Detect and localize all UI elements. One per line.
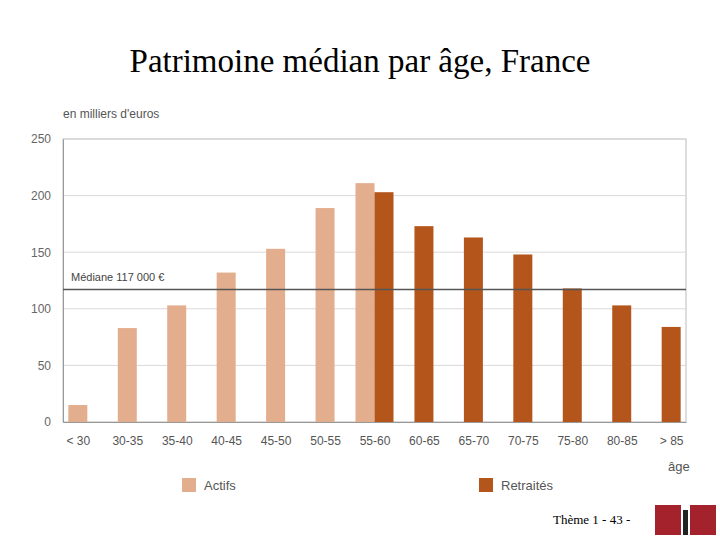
x-tick: 70-75 (508, 434, 539, 448)
x-axis-line (64, 422, 687, 423)
y-axis-line (63, 140, 64, 423)
legend-label: Retraités (501, 478, 554, 493)
y-axis-title: en milliers d'euros (63, 107, 159, 121)
median-line (63, 289, 686, 291)
logo-block (655, 505, 681, 535)
bar (464, 237, 483, 422)
x-tick-label: 60-65 (409, 434, 440, 448)
x-tick: 30-35 (112, 434, 143, 448)
marks (63, 183, 686, 422)
x-tick: 35-40 (162, 434, 193, 448)
y-tick-label: 150 (31, 246, 51, 260)
bar (662, 327, 681, 422)
bar (612, 305, 631, 422)
x-tick: 80-85 (607, 434, 638, 448)
x-tick-label: 50-55 (310, 434, 341, 448)
x-tick-label: < 30 (66, 434, 90, 448)
median-label: Médiane 117 000 € (71, 271, 164, 283)
x-tick-label: 45-50 (261, 434, 292, 448)
legend-swatch (479, 478, 493, 492)
x-tick-label: > 85 (660, 434, 684, 448)
legend-swatch (182, 478, 196, 492)
bar (513, 254, 532, 422)
logo-bar (683, 510, 688, 535)
x-tick-label: 75-80 (557, 434, 588, 448)
plot-frame (63, 139, 686, 422)
y-tick: 0 (44, 415, 51, 429)
x-tick: 45-50 (261, 434, 292, 448)
x-tick-label: 70-75 (508, 434, 539, 448)
grid (63, 139, 686, 422)
bar (316, 208, 335, 422)
x-tick: 55-60 (360, 434, 391, 448)
x-tick-label: 40-45 (211, 434, 242, 448)
y-tick-label: 50 (38, 359, 52, 373)
y-tick-label: 250 (31, 132, 51, 146)
y-tick: 50 (38, 359, 52, 373)
bar (414, 226, 433, 422)
x-tick: 75-80 (557, 434, 588, 448)
legend: Actifs Retraités (182, 478, 554, 493)
x-tick: 40-45 (211, 434, 242, 448)
bar (118, 328, 137, 422)
x-tick-label: 55-60 (360, 434, 391, 448)
x-tick-label: 35-40 (162, 434, 193, 448)
y-tick-label: 0 (44, 415, 51, 429)
y-tick-label: 100 (31, 302, 51, 316)
footer: Thème 1 - 43 - (553, 512, 630, 527)
x-tick: > 85 (660, 434, 684, 448)
x-axis: < 30 30-35 35-40 40-45 45-50 50-55 55-60 60-65 6… (64, 423, 687, 448)
x-tick: 60-65 (409, 434, 440, 448)
bar (375, 192, 394, 422)
y-tick: 200 (31, 189, 51, 203)
x-tick: < 30 (66, 434, 90, 448)
bar (167, 305, 186, 422)
chart-svg: Patrimoine médian par âge, France en mill… (0, 0, 720, 540)
bar (217, 273, 236, 422)
x-axis-title: âge (668, 459, 690, 474)
y-tick: 250 (31, 132, 51, 146)
y-axis: 0 50 100 150 200 250 (31, 132, 64, 429)
bar (266, 249, 285, 422)
bar (356, 183, 375, 422)
y-tick-label: 200 (31, 189, 51, 203)
y-tick: 150 (31, 246, 51, 260)
logo-block (690, 505, 716, 535)
x-tick-label: 30-35 (112, 434, 143, 448)
bar (68, 405, 87, 422)
logo (655, 505, 716, 535)
x-tick-label: 80-85 (607, 434, 638, 448)
grid-line (63, 139, 686, 140)
x-tick: 65-70 (459, 434, 490, 448)
title: Patrimoine médian par âge, France (130, 43, 591, 79)
y-tick: 100 (31, 302, 51, 316)
x-tick: 50-55 (310, 434, 341, 448)
bar (563, 288, 582, 422)
x-tick-label: 65-70 (459, 434, 490, 448)
legend-label: Actifs (204, 478, 236, 493)
